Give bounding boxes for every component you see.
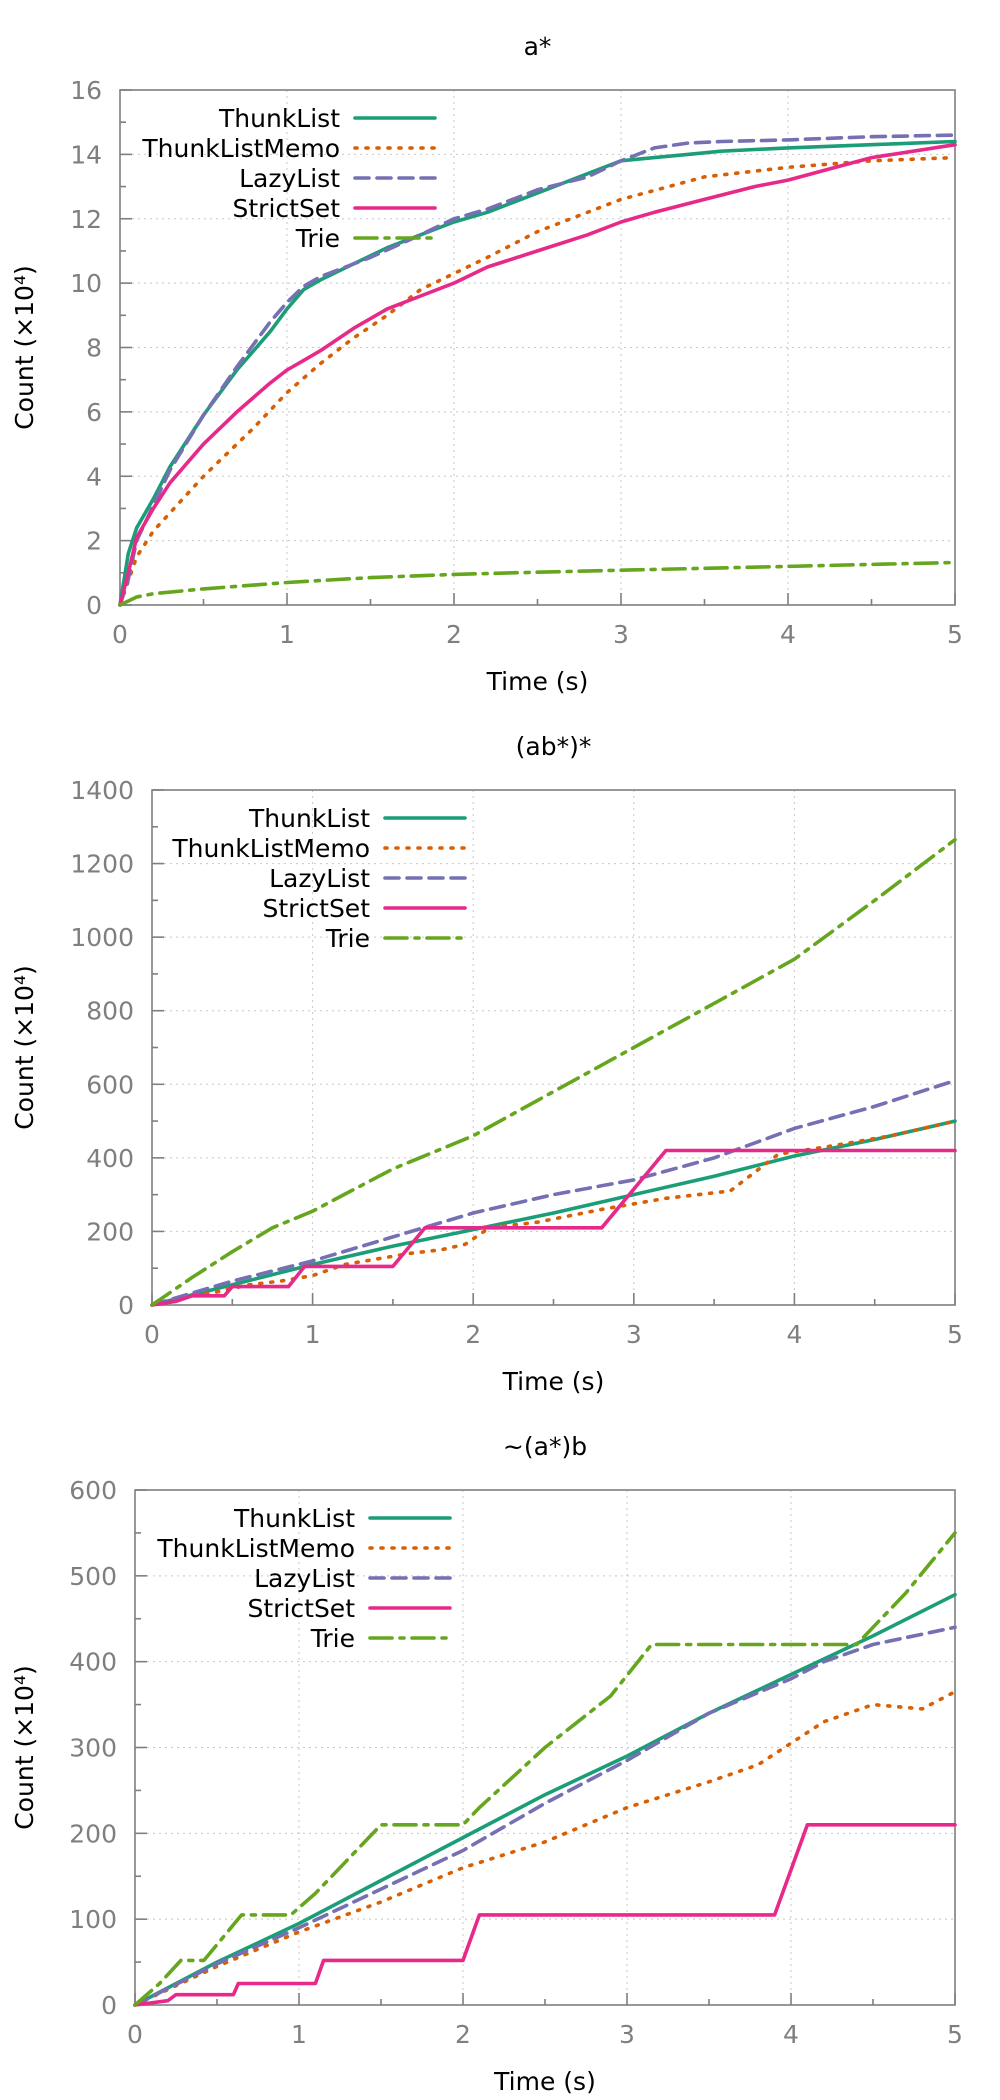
x-tick-label: 0 [112,620,128,649]
y-tick-label: 200 [69,1819,117,1848]
y-tick-label: 0 [86,591,102,620]
chart-title: ~(a*)b [503,1432,587,1461]
y-tick-label: 1000 [70,923,134,952]
x-tick-label: 2 [465,1320,481,1349]
y-tick-label: 1200 [70,850,134,879]
series-line-trie [118,560,957,607]
series-line-lazylist [133,1625,957,2007]
y-tick-label: 800 [86,997,134,1026]
legend-label-lazylist: LazyList [269,864,370,893]
series-line-trie [133,1531,957,2007]
chart-title: (ab*)* [516,732,592,761]
x-tick-label: 4 [783,2020,799,2049]
y-tick-label: 4 [86,462,102,491]
y-tick-label: 0 [118,1291,134,1320]
series-line-strictset [150,1148,957,1307]
y-tick-label: 12 [70,205,102,234]
legend-label-thunklistmemo: ThunkListMemo [156,1534,355,1563]
series-line-lazylist [118,133,957,607]
legend-label-trie: Trie [325,924,370,953]
x-tick-label: 3 [619,2020,635,2049]
x-tick-label: 3 [613,620,629,649]
y-tick-label: 600 [86,1070,134,1099]
series-line-thunklistmemo [133,1689,957,2007]
series-line-thunklist [133,1592,957,2007]
y-tick-label: 2 [86,527,102,556]
y-tick-label: 8 [86,334,102,363]
series-line-trie [150,837,957,1307]
series-line-thunklist [150,1119,957,1307]
chart-title: a* [524,32,552,61]
chart-panel-3: 0 1 2 3 4 5 0 100 200 300 400 500 600 ~(a*)b Time (s) C… [10,1432,963,2096]
x-tick-label: 3 [626,1320,642,1349]
y-tick-label: 500 [69,1562,117,1591]
legend-label-thunklist: ThunkList [218,104,340,133]
legend-label-strictset: StrictSet [248,1594,356,1623]
x-axis-label: Time (s) [486,667,589,696]
legend-label-thunklistmemo: ThunkListMemo [141,134,340,163]
legend-label-trie: Trie [295,224,340,253]
x-tick-label: 4 [780,620,796,649]
x-tick-label: 2 [446,620,462,649]
series-line-thunklistmemo [150,1119,957,1307]
y-tick-label: 400 [69,1648,117,1677]
x-tick-label: 1 [305,1320,321,1349]
x-tick-label: 0 [127,2020,143,2049]
series-line-lazylist [150,1078,957,1307]
x-tick-label: 5 [947,620,963,649]
chart-panel-2: 0 1 2 3 4 5 0 200 400 600 800 1000 1200 1400 (ab*)* Tim… [10,732,963,1396]
y-tick-label: 14 [70,140,102,169]
y-tick-label: 6 [86,398,102,427]
legend-label-strictset: StrictSet [233,194,341,223]
x-tick-label: 1 [279,620,295,649]
y-tick-label: 16 [70,76,102,105]
y-tick-label: 300 [69,1734,117,1763]
series-line-strictset [133,1823,957,2007]
legend-label-strictset: StrictSet [263,894,371,923]
legend-label-thunklist: ThunkList [248,804,370,833]
x-axis-label: Time (s) [502,1367,605,1396]
x-tick-label: 1 [291,2020,307,2049]
y-axis-label: Count (×10⁴) [10,965,39,1129]
x-tick-label: 0 [144,1320,160,1349]
x-tick-label: 5 [947,2020,963,2049]
legend-label-lazylist: LazyList [254,1564,355,1593]
y-tick-label: 1400 [70,776,134,805]
legend-label-trie: Trie [310,1624,355,1653]
y-tick-label: 400 [86,1144,134,1173]
y-tick-label: 200 [86,1217,134,1246]
y-tick-label: 0 [101,1991,117,2020]
y-axis-label: Count (×10⁴) [10,265,39,429]
x-tick-label: 2 [455,2020,471,2049]
y-tick-label: 600 [69,1476,117,1505]
legend-label-lazylist: LazyList [239,164,340,193]
y-axis-label: Count (×10⁴) [10,1665,39,1829]
series-line-thunklistmemo [118,155,957,607]
y-tick-label: 10 [70,269,102,298]
y-tick-label: 100 [69,1905,117,1934]
legend-label-thunklistmemo: ThunkListMemo [171,834,370,863]
x-tick-label: 4 [786,1320,802,1349]
x-axis-label: Time (s) [493,2067,596,2096]
legend-label-thunklist: ThunkList [233,1504,355,1533]
x-tick-label: 5 [947,1320,963,1349]
series-line-strictset [118,142,957,607]
